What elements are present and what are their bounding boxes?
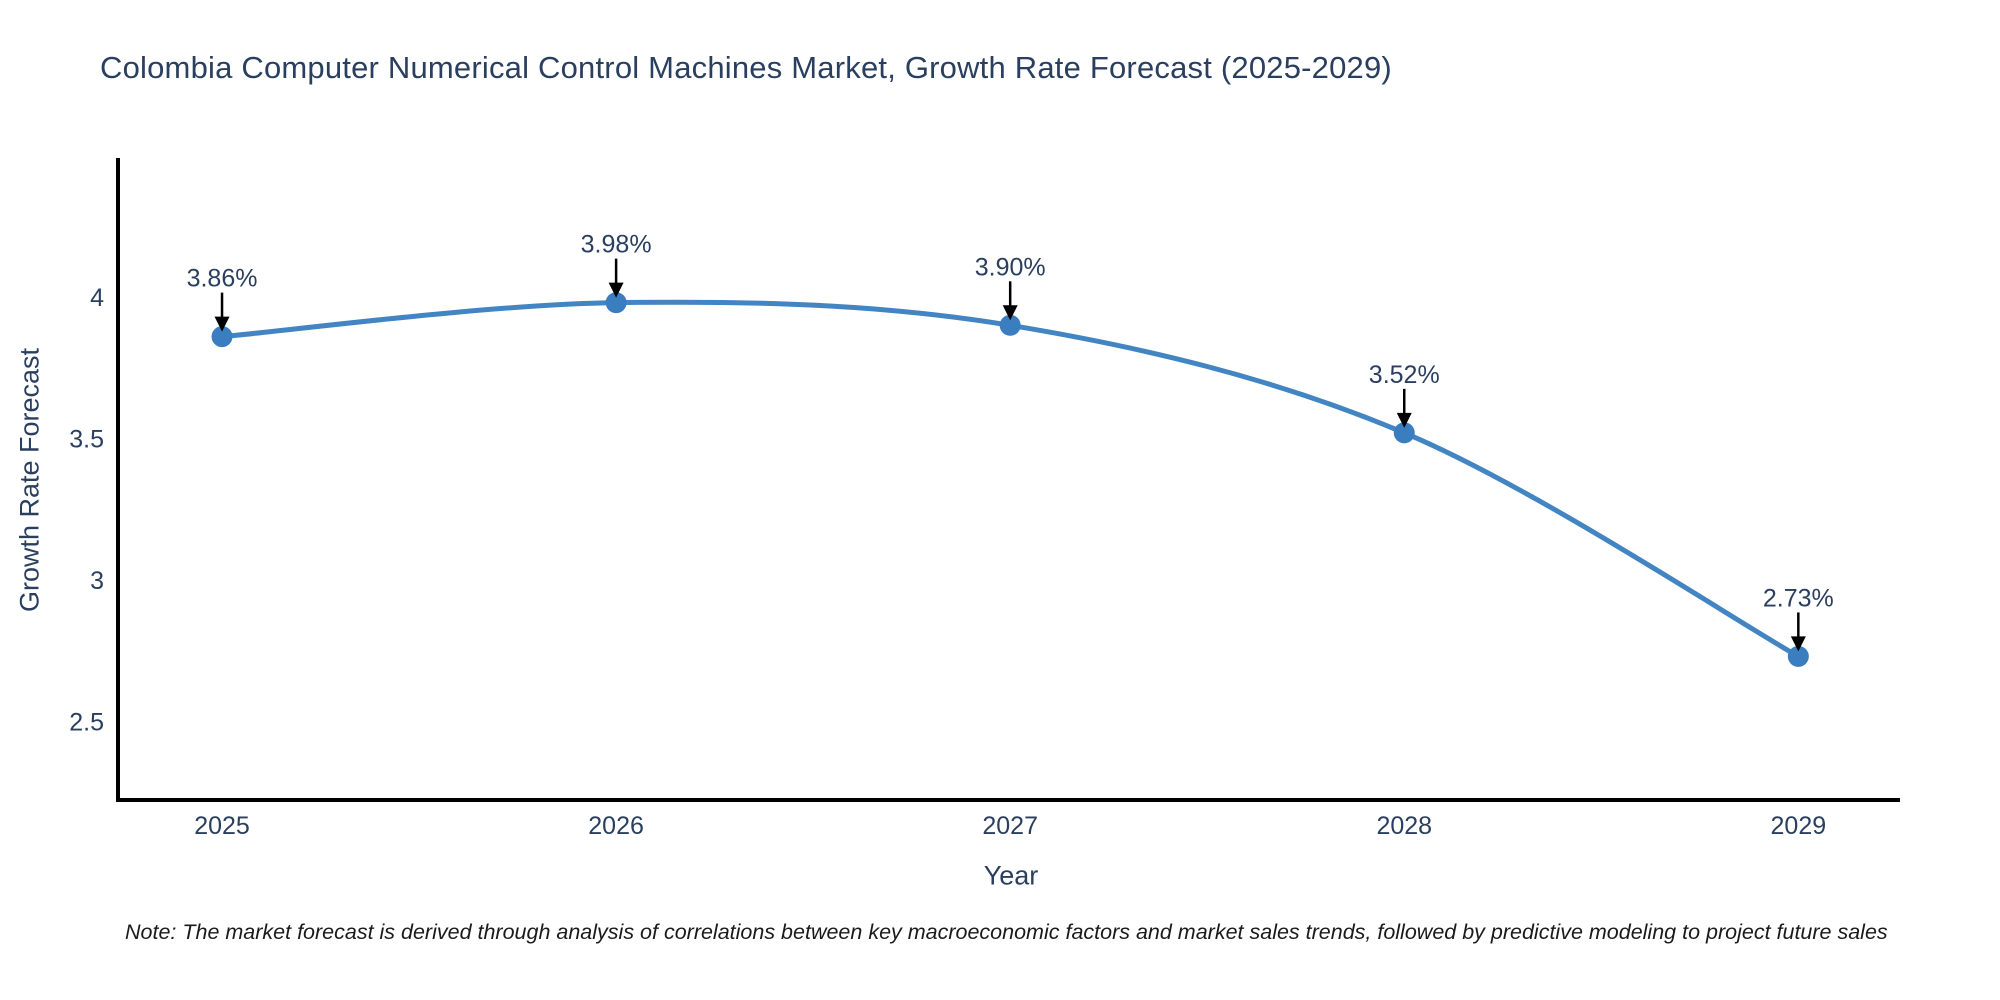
data-point-marker <box>1787 645 1809 667</box>
x-tick-label: 2026 <box>588 812 644 840</box>
annotation-label: 3.90% <box>975 253 1046 281</box>
data-point-marker <box>999 314 1021 336</box>
annotation-label: 2.73% <box>1763 584 1834 612</box>
x-tick-label: 2025 <box>194 812 250 840</box>
annotation-label: 3.86% <box>187 265 258 293</box>
y-tick-label: 4 <box>90 284 104 312</box>
x-tick-label: 2028 <box>1376 812 1432 840</box>
footnote: Note: The market forecast is derived thr… <box>125 920 1888 944</box>
x-tick-label: 2027 <box>982 812 1038 840</box>
annotation-label: 3.98% <box>581 231 652 259</box>
y-tick-label: 2.5 <box>69 708 104 736</box>
data-point-marker <box>1393 422 1415 444</box>
annotation-arrowhead-icon <box>1002 305 1018 321</box>
series-line <box>219 299 1801 659</box>
annotation-label: 3.52% <box>1369 361 1440 389</box>
annotation-arrowhead-icon <box>1396 412 1412 428</box>
annotation-arrowhead-icon <box>608 282 624 298</box>
annotation-arrowhead-icon <box>214 316 230 332</box>
x-tick-label: 2029 <box>1771 812 1827 840</box>
data-point-marker <box>211 326 233 348</box>
annotation-arrowhead-icon <box>1790 636 1806 652</box>
y-tick-label: 3 <box>90 567 104 595</box>
data-point-marker <box>605 292 627 314</box>
x-axis-title: Year <box>983 860 1039 891</box>
chart-title: Colombia Computer Numerical Control Mach… <box>100 50 1392 85</box>
y-tick-label: 3.5 <box>69 426 104 454</box>
